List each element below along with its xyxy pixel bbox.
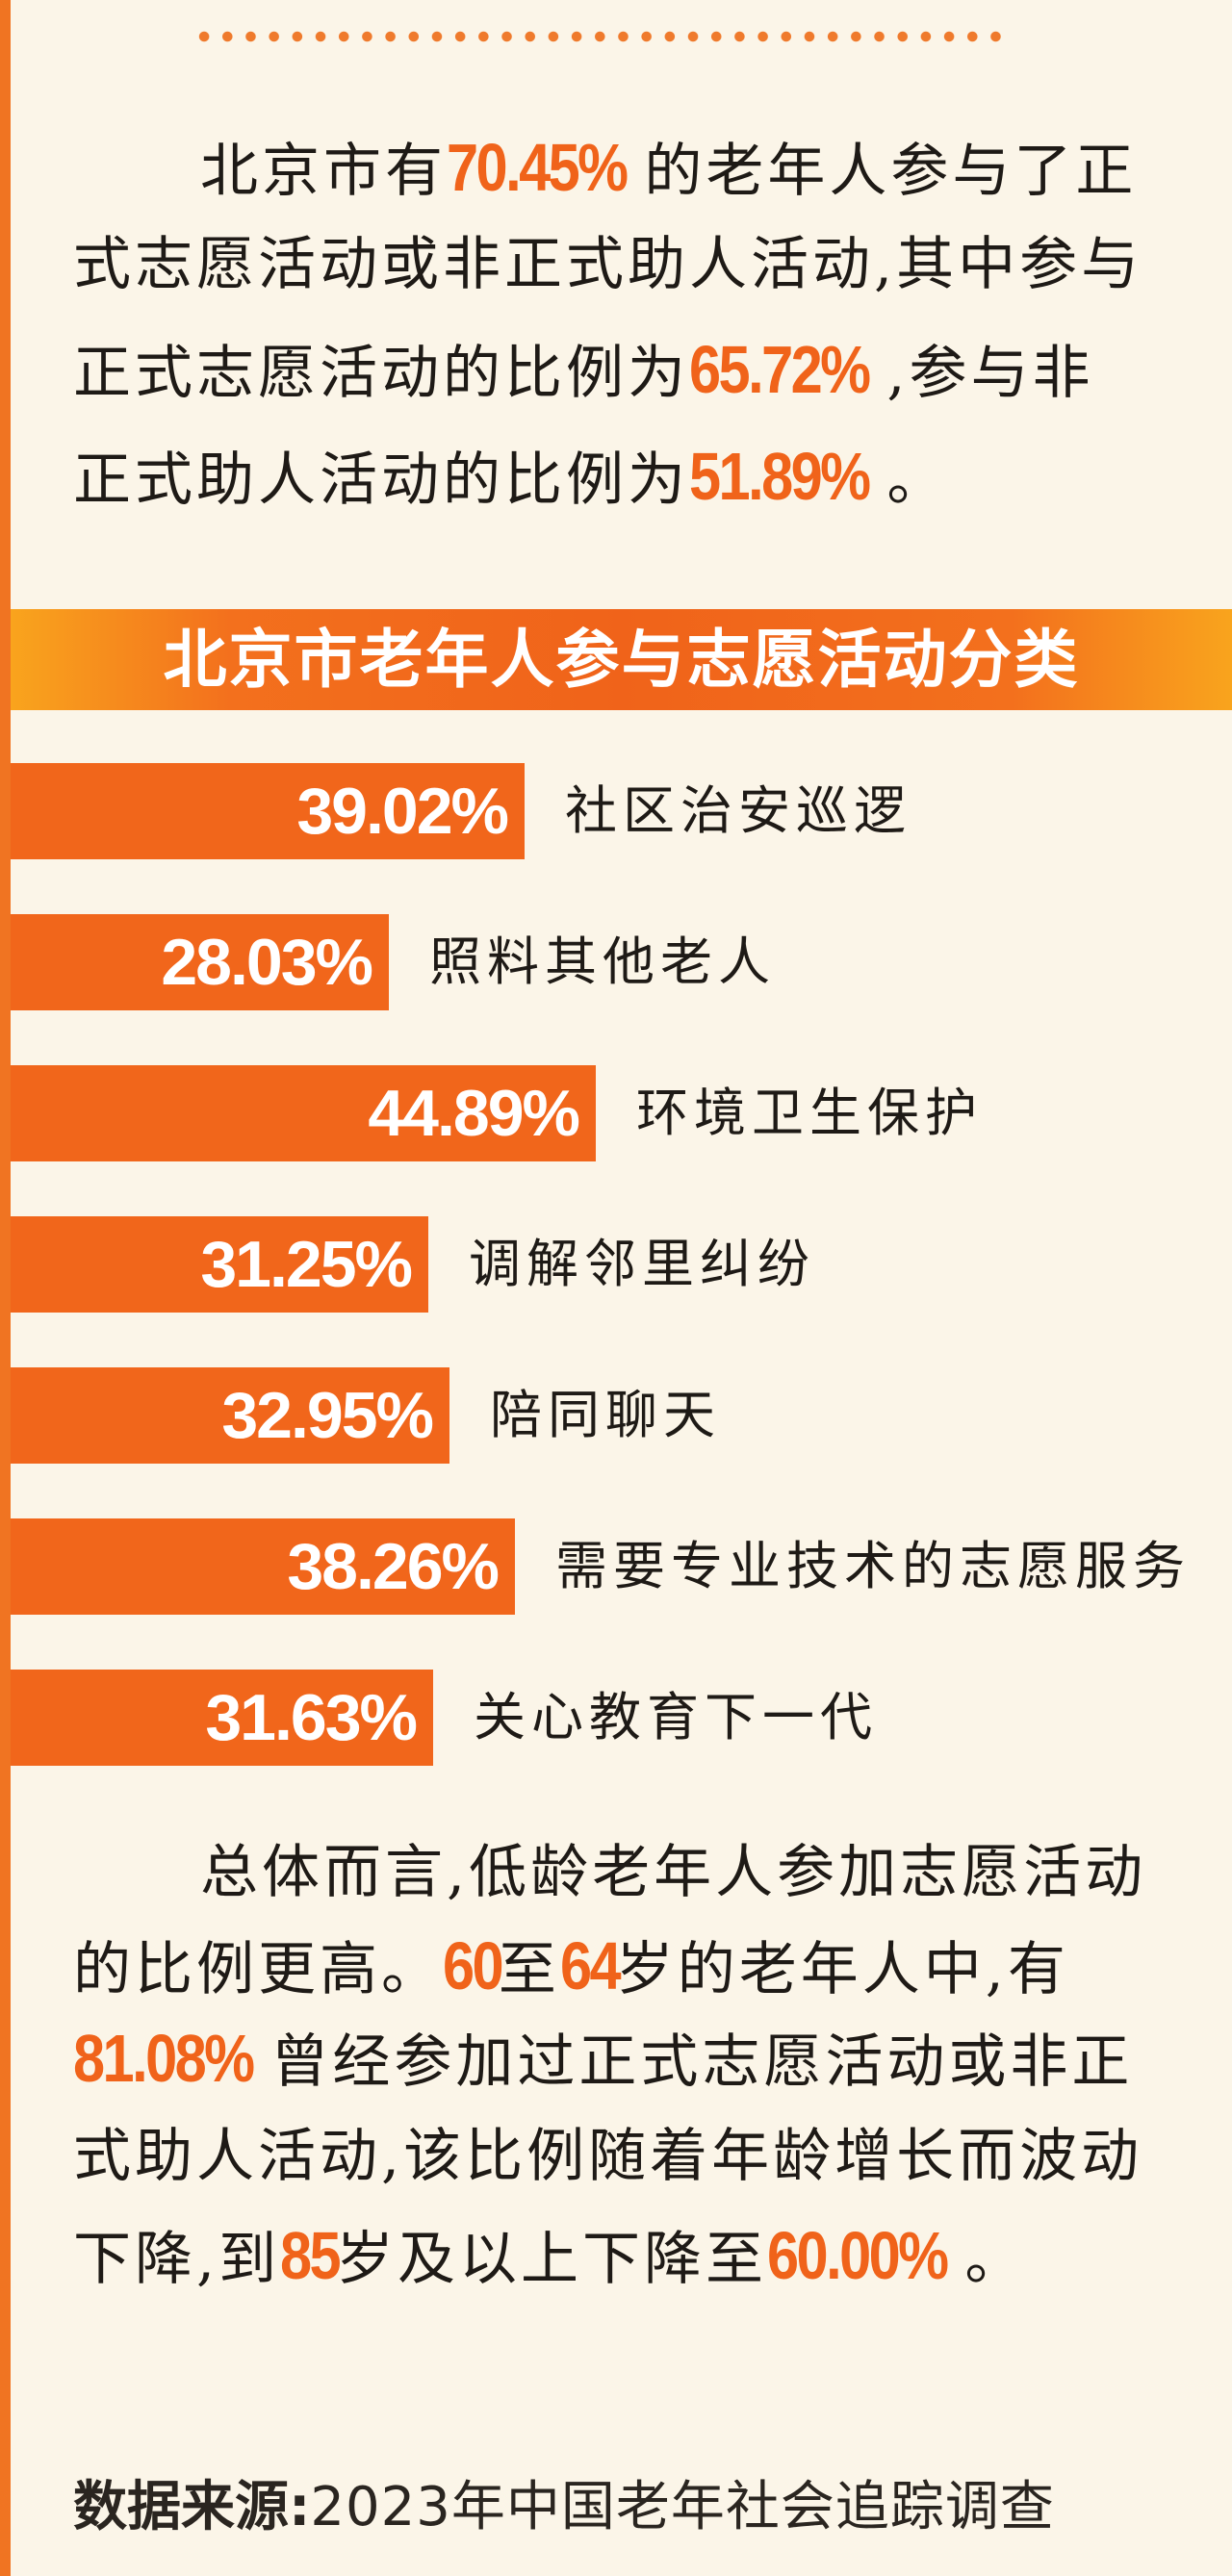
- bar: 31.25%: [11, 1216, 428, 1313]
- text-segment: ,参与非: [886, 340, 1094, 407]
- bar-value-label: 38.26%: [287, 1530, 500, 1603]
- bar-value-label: 44.89%: [368, 1077, 580, 1150]
- bar-category-label: 调解邻里纠纷: [469, 1234, 815, 1294]
- dotted-divider: [192, 30, 1006, 43]
- bar: 31.63%: [11, 1670, 433, 1766]
- paragraph-line: 式助人活动,该比例随着年龄增长而波动: [73, 2118, 1142, 2195]
- bar: 39.02%: [11, 763, 525, 859]
- highlight-number: 60: [443, 1928, 504, 2003]
- highlight-number: 65.72%: [689, 332, 871, 407]
- text-segment: 的比例更高。: [73, 1936, 443, 2003]
- bar-category-label: 陪同聊天: [490, 1385, 721, 1445]
- bar-row: 32.95% 陪同聊天: [11, 1367, 1223, 1464]
- left-border-strip: [0, 0, 11, 2576]
- highlight-number: 64: [559, 1928, 622, 2003]
- paragraph-line: 正式志愿活动的比例为65.72% ,参与非: [73, 331, 1094, 408]
- chart-title-banner: 北京市老年人参与志愿活动分类: [11, 609, 1232, 710]
- bar-category-label: 关心教育下一代: [474, 1687, 878, 1747]
- source-label: 数据来源:: [73, 2476, 311, 2538]
- text-segment: 下降,到: [73, 2226, 281, 2293]
- text-segment: 正式志愿活动的比例为: [73, 340, 689, 407]
- bar-value-label: 31.25%: [200, 1228, 413, 1301]
- paragraph-line: 下降,到85岁及以上下降至60.00%。: [73, 2217, 1026, 2294]
- paragraph-line: 的比例更高。60至64岁的老年人中,有: [73, 1927, 1069, 2004]
- text-segment: 岁及以上下降至: [335, 2226, 767, 2293]
- bar: 32.95%: [11, 1367, 449, 1464]
- bar-row: 44.89% 环境卫生保护: [11, 1065, 1223, 1161]
- text-segment: 式志愿活动或非正式助人活动,其中参与: [73, 231, 1143, 298]
- bar-value-label: 28.03%: [161, 926, 373, 999]
- bar-category-label: 需要专业技术的志愿服务: [555, 1536, 1191, 1596]
- bar-category-label: 环境卫生保护: [636, 1083, 983, 1143]
- text-segment: 曾经参加过正式志愿活动或非正: [270, 2028, 1134, 2096]
- bar-row: 31.25% 调解邻里纠纷: [11, 1216, 1223, 1313]
- text-segment: 总体而言,低龄老年人参加志愿活动: [200, 1839, 1147, 1906]
- highlight-number: 60.00%: [766, 2218, 949, 2293]
- data-source: 数据来源:2023年中国老年社会追踪调查: [73, 2469, 1055, 2546]
- chart-title: 北京市老年人参与志愿活动分类: [163, 623, 1080, 697]
- bar-category-label: 社区治安巡逻: [565, 780, 911, 841]
- text-segment: 北京市有: [200, 138, 447, 205]
- bar-row: 31.63% 关心教育下一代: [11, 1670, 1223, 1766]
- bar-category-label: 照料其他老人: [429, 931, 776, 992]
- text-segment: 的老年人参与了正: [644, 138, 1138, 205]
- text-segment: 正式助人活动的比例为: [73, 446, 689, 514]
- highlight-number: 51.89%: [689, 439, 871, 514]
- bar-row: 39.02% 社区治安巡逻: [11, 763, 1223, 859]
- bar-value-label: 39.02%: [296, 775, 509, 848]
- bar: 28.03%: [11, 914, 389, 1010]
- text-segment: 至: [498, 1936, 560, 2003]
- highlight-number: 85: [280, 2218, 342, 2293]
- bar: 44.89%: [11, 1065, 596, 1161]
- paragraph-line: 总体而言,低龄老年人参加志愿活动: [200, 1834, 1146, 1911]
- bar-value-label: 32.95%: [221, 1379, 434, 1452]
- bar-row: 28.03% 照料其他老人: [11, 914, 1223, 1010]
- paragraph-line: 81.08% 曾经参加过正式志愿活动或非正: [73, 2020, 1133, 2097]
- bar-row: 38.26% 需要专业技术的志愿服务: [11, 1518, 1223, 1615]
- paragraph-line: 式志愿活动或非正式助人活动,其中参与: [73, 226, 1142, 303]
- text-segment: 。: [886, 446, 949, 514]
- text-segment: 式助人活动,该比例随着年龄增长而波动: [73, 2123, 1143, 2190]
- text-segment: 岁的老年人中,有: [615, 1936, 1069, 2003]
- source-value: 2023年中国老年社会追踪调查: [310, 2476, 1055, 2538]
- paragraph-line: 正式助人活动的比例为51.89%。: [73, 438, 948, 515]
- bar-value-label: 31.63%: [205, 1681, 418, 1754]
- highlight-number: 70.45%: [447, 130, 629, 205]
- paragraph-line: 北京市有70.45% 的老年人参与了正: [200, 129, 1137, 206]
- bar: 38.26%: [11, 1518, 515, 1615]
- text-segment: 。: [964, 2226, 1027, 2293]
- highlight-number: 81.08%: [73, 2021, 255, 2096]
